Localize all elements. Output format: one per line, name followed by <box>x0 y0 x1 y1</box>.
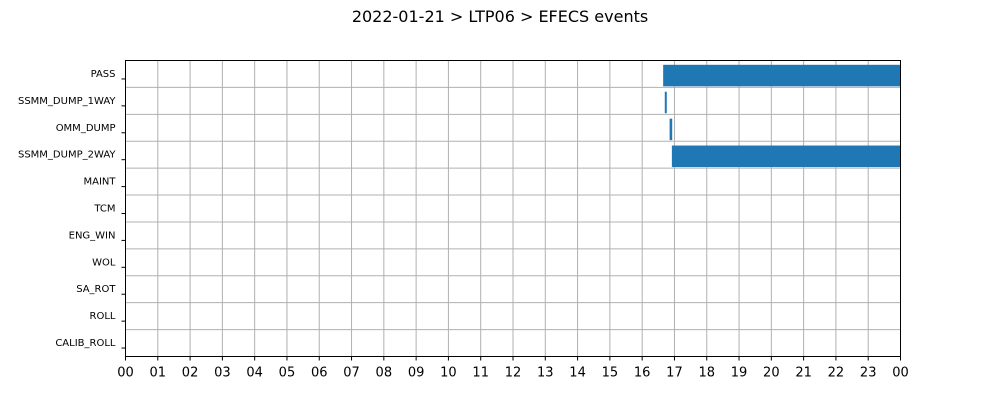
y-tick-label: MAINT <box>83 177 116 188</box>
x-tick-label: 08 <box>376 366 393 381</box>
x-tick-label: 13 <box>537 366 554 381</box>
x-tick-label: 18 <box>698 366 715 381</box>
x-tick-label: 17 <box>666 366 683 381</box>
x-tick-label: 06 <box>311 366 328 381</box>
x-tick-label: 22 <box>828 366 845 381</box>
x-tick-label: 00 <box>892 366 909 381</box>
y-tick-label: TCM <box>93 204 115 215</box>
x-tick-label: 12 <box>505 366 522 381</box>
y-tick-label: SSMM_DUMP_2WAY <box>18 150 116 161</box>
x-tick-label: 19 <box>731 366 748 381</box>
x-tick-label: 02 <box>182 366 199 381</box>
y-tick-label: WOL <box>92 257 116 268</box>
x-tick-label: 09 <box>408 366 425 381</box>
y-tick-label: SA_ROT <box>76 284 116 295</box>
x-tick-label: 00 <box>117 366 134 381</box>
y-tick-label: PASS <box>91 69 116 80</box>
y-tick-label: CALIB_ROLL <box>55 338 116 349</box>
x-tick-label: 03 <box>214 366 231 381</box>
grid-layer <box>125 60 901 357</box>
event-bar-ssmm-dump-1way <box>664 91 667 114</box>
x-tick-label: 10 <box>440 366 457 381</box>
ticks-layer: 00 01 02 03 04 05 06 07 08 09 10 11 12 13 14 15 16 17 18 19… <box>18 69 909 381</box>
event-bar-omm-dump <box>669 118 673 141</box>
x-tick-label: 01 <box>150 366 167 381</box>
x-tick-label: 14 <box>569 366 586 381</box>
event-bar-ssmm-dump-2way <box>671 145 901 168</box>
x-tick-label: 07 <box>343 366 360 381</box>
x-tick-label: 20 <box>763 366 780 381</box>
x-tick-label: 04 <box>246 366 263 381</box>
plot-frame <box>125 60 901 357</box>
x-tick-label: 16 <box>634 366 651 381</box>
bars-layer <box>663 64 901 168</box>
x-tick-label: 23 <box>860 366 877 381</box>
y-tick-label: OMM_DUMP <box>56 123 116 134</box>
x-tick-label: 11 <box>472 366 489 381</box>
y-tick-label: ROLL <box>90 311 116 322</box>
x-tick-label: 21 <box>795 366 812 381</box>
x-tick-label: 15 <box>602 366 619 381</box>
y-tick-label: ENG_WIN <box>69 230 116 241</box>
event-bar-pass <box>663 64 901 87</box>
y-tick-label: SSMM_DUMP_1WAY <box>18 96 116 107</box>
x-tick-label: 05 <box>279 366 296 381</box>
chart-title: 2022-01-21 > LTP06 > EFECS events <box>352 7 648 26</box>
